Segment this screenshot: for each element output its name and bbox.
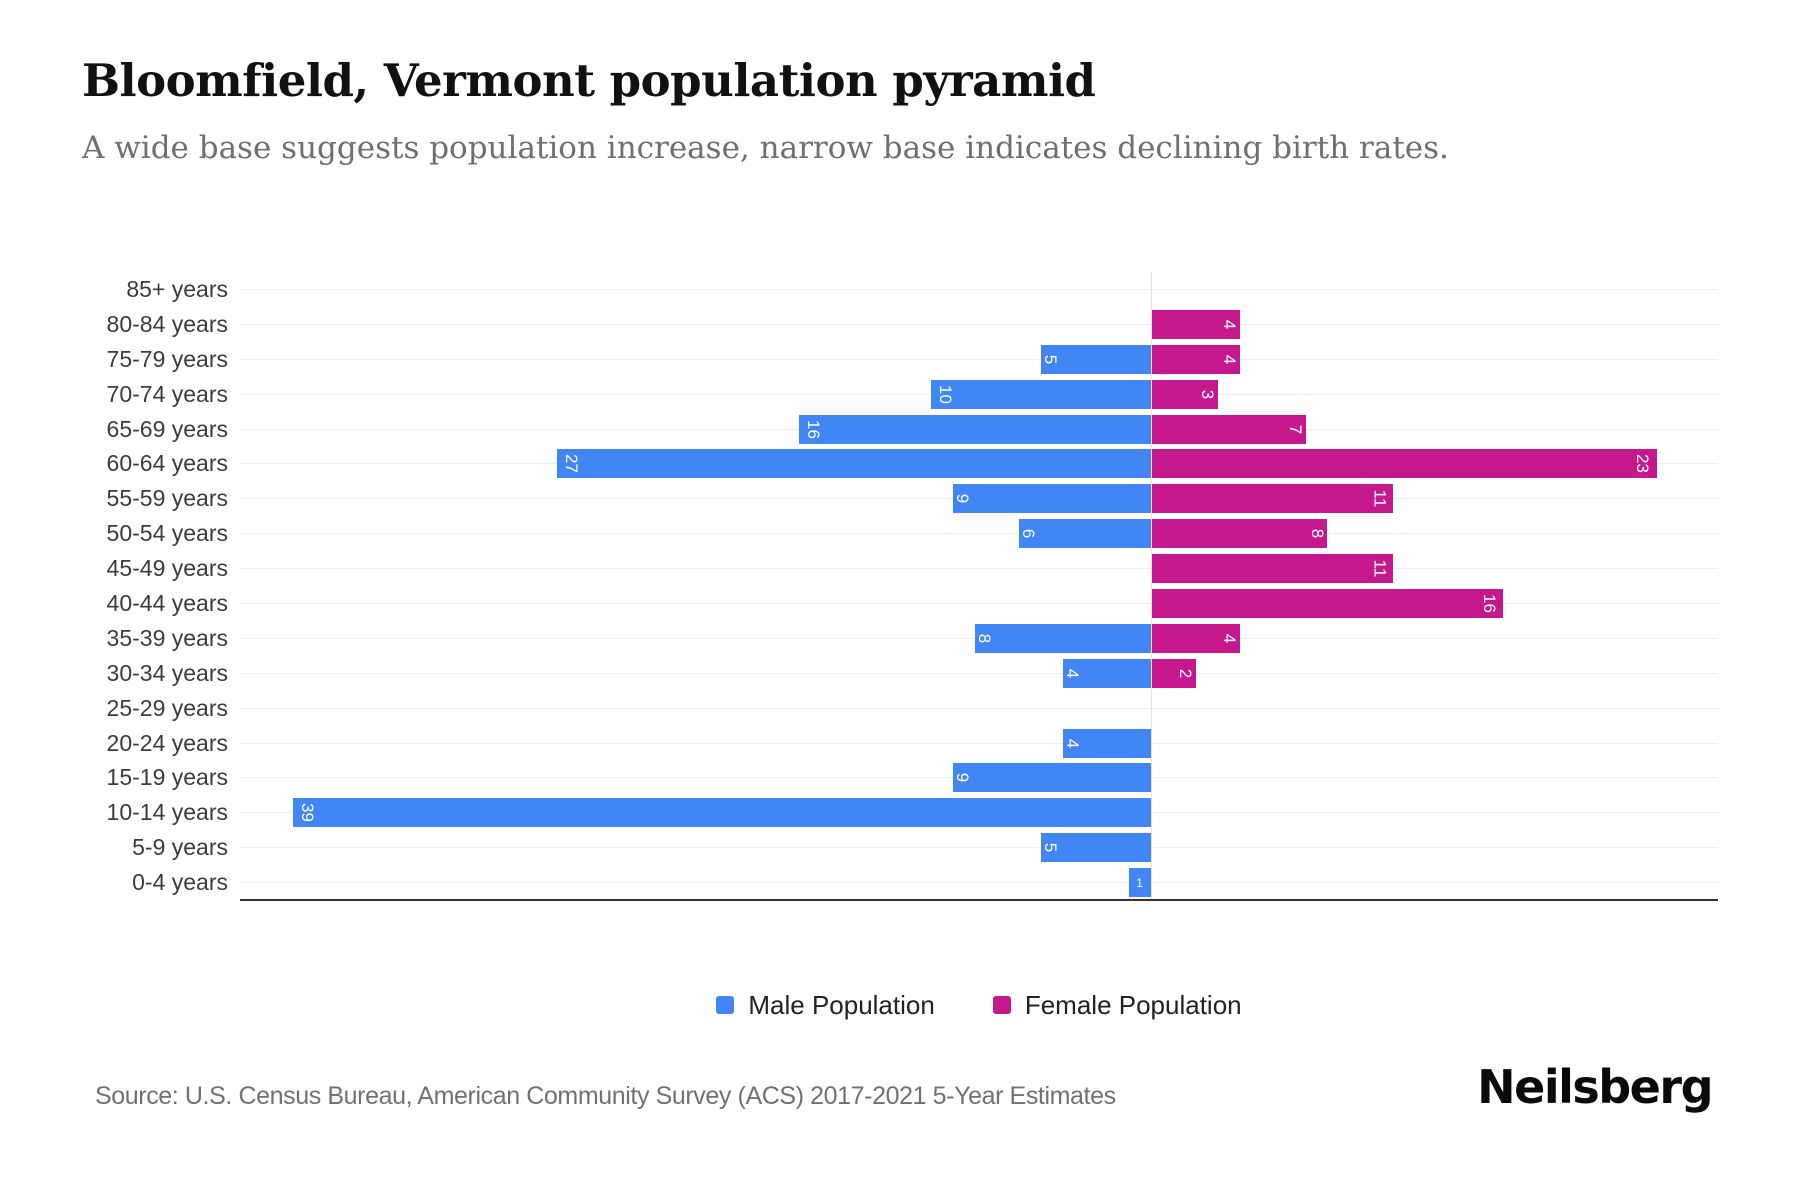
female-bar: 4: [1151, 623, 1240, 653]
gridline: [240, 847, 1718, 849]
female-bar: 11: [1151, 554, 1394, 584]
age-axis-label: 35-39 years: [106, 624, 228, 651]
bar-value-label: 16: [803, 419, 823, 439]
age-axis-label: 30-34 years: [106, 659, 228, 686]
legend-item-male[interactable]: Male Population: [716, 989, 935, 1021]
x-axis-line: [240, 899, 1718, 901]
bar-value-label: 39: [297, 803, 317, 823]
male-bar: 5: [1040, 833, 1151, 863]
legend-swatch-icon: [992, 996, 1011, 1014]
male-bar: 27: [556, 449, 1151, 479]
age-axis-label: 50-54 years: [106, 520, 228, 547]
male-bar: 4: [1062, 658, 1151, 688]
bar-value-label: 27: [561, 454, 581, 474]
legend-label: Female Population: [1024, 989, 1242, 1020]
female-bar: 11: [1151, 484, 1394, 514]
gridline: [240, 707, 1718, 709]
zero-axis-line: [1150, 272, 1152, 900]
male-bar: 9: [952, 763, 1151, 793]
age-axis-label: 40-44 years: [106, 589, 228, 616]
bar-value-label: 8: [974, 633, 994, 644]
gridline: [240, 672, 1718, 674]
chart-subtitle: A wide base suggests population increase…: [82, 130, 1449, 166]
bar-value-label: 6: [1018, 528, 1038, 539]
age-axis-label: 65-69 years: [106, 415, 228, 442]
female-bar: 8: [1151, 519, 1328, 549]
age-axis-label: 45-49 years: [106, 555, 228, 582]
source-text: Source: U.S. Census Bureau, American Com…: [95, 1082, 1116, 1110]
male-bar: 6: [1018, 519, 1151, 549]
age-axis-label: 5-9 years: [132, 834, 228, 861]
age-axis-label: 25-29 years: [106, 694, 228, 721]
male-bar: 10: [930, 379, 1151, 409]
brand-logo: Neilsberg: [1477, 1060, 1713, 1114]
bar-value-label: 5: [1040, 354, 1060, 364]
age-axis-label: 10-14 years: [106, 799, 228, 826]
male-bar: 5: [1040, 344, 1151, 374]
legend-label: Male Population: [748, 989, 935, 1020]
age-axis-label: 60-64 years: [106, 450, 228, 477]
gridline: [240, 323, 1718, 325]
female-bar: 23: [1151, 449, 1658, 479]
legend-item-female[interactable]: Female Population: [992, 989, 1242, 1021]
bar-value-label: 2: [1176, 668, 1196, 678]
female-bar: 4: [1151, 344, 1240, 374]
age-axis-label: 80-84 years: [106, 310, 228, 337]
age-axis-label: 70-74 years: [106, 380, 228, 407]
bar-value-label: 4: [1062, 738, 1082, 748]
legend-swatch-icon: [716, 996, 735, 1014]
bar-value-label: 7: [1286, 424, 1306, 434]
female-bar: 3: [1151, 379, 1218, 409]
male-bar: 16: [798, 414, 1151, 444]
bar-value-label: 9: [952, 494, 972, 504]
female-bar: 7: [1151, 414, 1306, 444]
gridline: [240, 568, 1718, 570]
gridline: [240, 358, 1718, 360]
page-title: Bloomfield, Vermont population pyramid: [82, 54, 1096, 107]
bar-value-label: 4: [1220, 633, 1240, 644]
female-bar: 4: [1151, 309, 1240, 339]
legend: Male Population Female Population: [240, 983, 1718, 1027]
male-bar: 1: [1128, 868, 1151, 898]
female-bar: 2: [1151, 658, 1196, 688]
male-bar: 4: [1062, 728, 1151, 758]
bar-value-label: 9: [952, 773, 972, 783]
age-axis-label: 85+ years: [126, 275, 228, 302]
gridline: [240, 288, 1718, 290]
age-axis-label: 0-4 years: [132, 869, 228, 896]
female-bar: 16: [1151, 588, 1504, 618]
male-bar: 9: [952, 484, 1151, 514]
bar-value-label: 11: [1370, 489, 1390, 508]
gridline: [240, 533, 1718, 535]
bar-value-label: 11: [1370, 559, 1390, 578]
bar-value-label: 5: [1040, 842, 1060, 853]
bar-value-label: 10: [935, 384, 955, 404]
bar-value-label: 4: [1220, 319, 1240, 330]
gridline: [240, 882, 1718, 884]
bar-value-label: 1: [1136, 875, 1143, 890]
gridline: [240, 602, 1718, 604]
male-bar: 8: [974, 623, 1151, 653]
plot-area: 85+ years 80-84 years 4 75-79 years 5 4 70-74 …: [107, 272, 1718, 901]
bar-value-label: 4: [1220, 354, 1240, 364]
bar-value-label: 3: [1198, 389, 1218, 399]
bar-value-label: 16: [1479, 593, 1499, 613]
age-axis-label: 15-19 years: [106, 764, 228, 791]
bar-value-label: 4: [1062, 668, 1082, 678]
bar-value-label: 23: [1633, 454, 1653, 474]
gridline: [240, 742, 1718, 744]
male-bar: 39: [292, 798, 1151, 828]
bar-value-label: 8: [1308, 528, 1328, 539]
age-axis-label: 55-59 years: [106, 485, 228, 512]
age-axis-label: 20-24 years: [106, 729, 228, 756]
age-axis-label: 75-79 years: [106, 345, 228, 372]
